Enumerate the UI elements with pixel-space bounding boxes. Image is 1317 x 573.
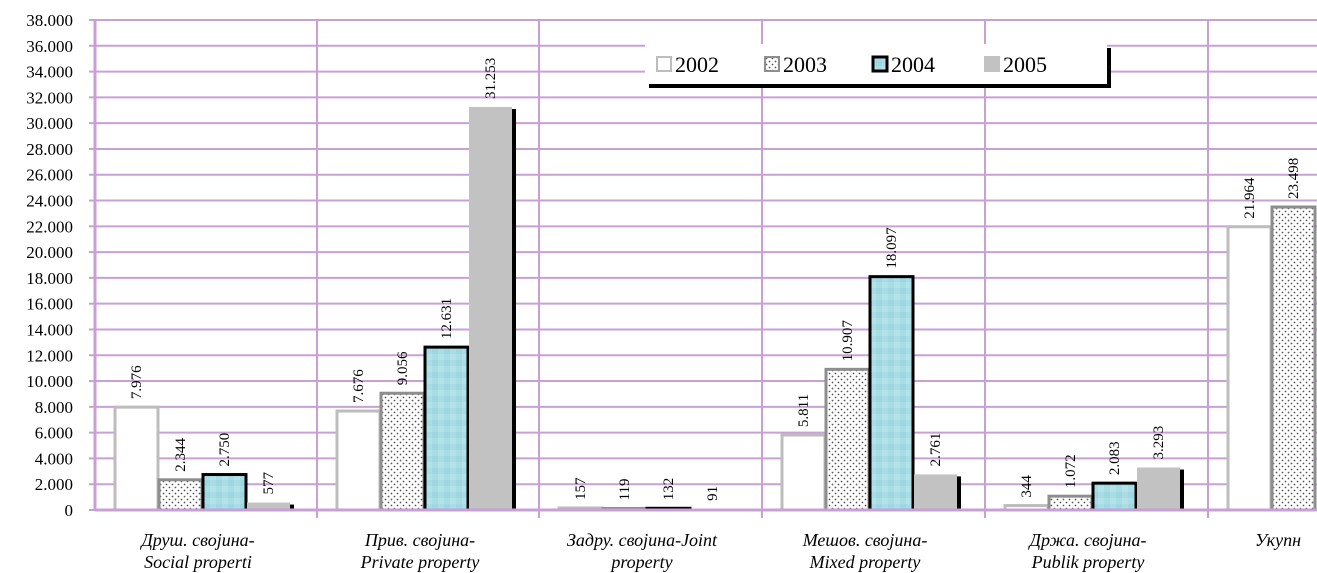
x-tick-label: Прив. својина- — [364, 530, 475, 550]
y-tick-label: 22.000 — [26, 217, 73, 236]
data-label: 2.750 — [217, 433, 233, 467]
bar-2003-3 — [824, 367, 871, 512]
legend: 2002 2003 2004 2005 — [645, 44, 1111, 88]
bar-2004-4 — [1091, 481, 1138, 512]
bar-2005-1 — [469, 107, 512, 510]
data-label: 21.964 — [1242, 177, 1258, 219]
bars — [113, 107, 1317, 512]
y-tick-label: 4.000 — [35, 449, 73, 468]
y-tick-label: 28.000 — [26, 140, 73, 159]
bar-2004-3 — [868, 275, 915, 512]
data-label: 1.072 — [1063, 454, 1079, 488]
bar-2003-4 — [1047, 494, 1094, 512]
x-tick-label: Укупн — [1255, 530, 1301, 550]
gridlines — [95, 19, 1317, 518]
legend-swatch-2003 — [764, 56, 780, 72]
data-label: 9.056 — [395, 351, 411, 385]
bar-2002-5 — [1226, 225, 1273, 512]
y-tick-label: 18.000 — [26, 269, 73, 288]
y-tick-label: 14.000 — [26, 320, 73, 339]
data-label: 7.676 — [351, 369, 367, 403]
y-tick-label: 2.000 — [35, 475, 73, 494]
data-label: 31.253 — [483, 58, 499, 99]
bar-2003-5 — [1270, 205, 1317, 512]
y-tick-label: 12.000 — [26, 346, 73, 365]
legend-swatch-2005 — [984, 56, 1000, 72]
y-tick-label: 20.000 — [26, 243, 73, 262]
y-tick-label: 32.000 — [26, 88, 73, 107]
legend-label: 2003 — [783, 52, 827, 77]
legend-label: 2005 — [1003, 52, 1047, 77]
bar-2002-3 — [780, 433, 827, 512]
y-tick-label: 6.000 — [35, 424, 73, 443]
y-tick-label: 36.000 — [26, 37, 73, 56]
bar-2005-4 — [1137, 467, 1180, 510]
x-tick-label: Друш. својина- — [139, 530, 254, 550]
bar-2002-1 — [335, 409, 382, 512]
data-label: 91 — [705, 486, 721, 501]
bar-2005-3 — [914, 474, 957, 510]
data-label: 2.083 — [1107, 441, 1123, 475]
data-label: 12.631 — [439, 298, 455, 339]
bar-2005-0 — [247, 502, 290, 510]
bar-2002-0 — [113, 405, 160, 512]
y-tick-label: 34.000 — [26, 63, 73, 82]
legend-label: 2002 — [675, 52, 719, 77]
legend-label: 2004 — [891, 52, 935, 77]
data-label: 577 — [261, 472, 277, 495]
x-tick-label: Задру. својина-Joint — [567, 530, 718, 550]
data-label: 2.761 — [928, 433, 944, 467]
data-label: 157 — [573, 477, 589, 500]
y-tick-label: 30.000 — [26, 114, 73, 133]
bar-2004-1 — [423, 345, 470, 512]
bar-2003-0 — [157, 478, 204, 512]
data-label: 132 — [661, 478, 677, 501]
y-tick-label: 26.000 — [26, 166, 73, 185]
data-label: 7.976 — [129, 365, 145, 399]
data-labels: 7.976 7.676 157 5.811 344 21.964 2.344 9.056 119… — [129, 58, 1302, 501]
axes: 0 2.000 4.000 6.000 8.000 10.000 12.000 14.000 1… — [26, 11, 1317, 572]
data-label: 344 — [1019, 475, 1035, 498]
data-label: 3.293 — [1151, 426, 1167, 460]
y-tick-label: 24.000 — [26, 192, 73, 211]
bar-2003-1 — [379, 391, 426, 512]
x-tick-label: property — [609, 552, 672, 572]
y-tick-label: 10.000 — [26, 372, 73, 391]
x-tick-label: Мешов. својина- — [802, 530, 928, 550]
x-tick-label: Social properti — [144, 552, 252, 572]
y-tick-label: 0 — [65, 501, 74, 520]
legend-swatch-2002 — [656, 56, 672, 72]
x-tick-label: Држа. својина- — [1028, 530, 1147, 550]
x-tick-label: Mixed property — [809, 552, 921, 572]
data-label: 2.344 — [173, 438, 189, 472]
data-label: 18.097 — [884, 227, 900, 269]
legend-swatch-2004 — [871, 55, 889, 73]
x-tick-label: Private property — [360, 552, 480, 572]
data-label: 5.811 — [796, 394, 812, 427]
y-tick-label: 38.000 — [26, 11, 73, 30]
data-label: 119 — [617, 479, 633, 501]
data-label: 10.907 — [840, 320, 856, 362]
y-tick-label: 16.000 — [26, 295, 73, 314]
data-label: 23.498 — [1286, 158, 1302, 199]
x-tick-label: Publik property — [1031, 552, 1145, 572]
y-tick-label: 8.000 — [35, 398, 73, 417]
bar-2004-0 — [201, 473, 248, 512]
